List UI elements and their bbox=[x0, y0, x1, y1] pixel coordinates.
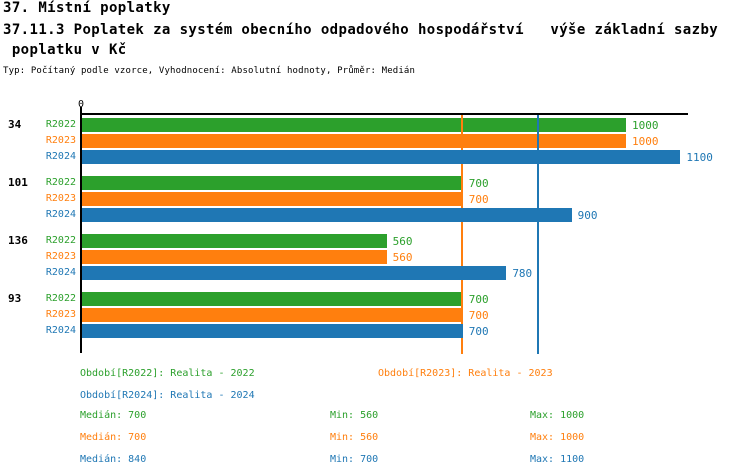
page-title-line2: 37.11.3 Poplatek za systém obecního odpa… bbox=[3, 22, 719, 38]
category-label-34: 34 bbox=[8, 118, 22, 131]
bar-r2023-group-136 bbox=[82, 250, 387, 264]
category-label-93: 93 bbox=[8, 292, 22, 305]
series-label-r2023: R2023 bbox=[45, 135, 76, 146]
bar-r2022-group-34 bbox=[82, 118, 626, 132]
series-label-r2022: R2022 bbox=[45, 235, 76, 246]
page-title-line1: 37. Místní poplatky bbox=[3, 0, 171, 16]
bar-r2023-group-101 bbox=[82, 192, 463, 206]
bar-r2024-group-93 bbox=[82, 324, 463, 338]
median-line-blue bbox=[537, 114, 539, 354]
bar-r2024-group-136 bbox=[82, 266, 507, 280]
category-label-101: 101 bbox=[8, 176, 28, 189]
page-title-line3: poplatku v Kč bbox=[3, 42, 127, 58]
series-label-r2024: R2024 bbox=[45, 209, 76, 220]
bar-value-label: 1000 bbox=[632, 119, 659, 132]
series-label-r2023: R2023 bbox=[45, 193, 76, 204]
median-line-orange bbox=[461, 114, 463, 354]
bar-r2022-group-101 bbox=[82, 176, 463, 190]
bar-value-label: 700 bbox=[468, 293, 489, 306]
x-axis-top-line bbox=[80, 113, 688, 115]
legend-period-orange: Období[R2023]: Realita - 2023 bbox=[378, 368, 553, 379]
chart-subtitle: Typ: Počítaný podle vzorce, Vyhodnocení:… bbox=[3, 66, 416, 76]
bar-value-label: 780 bbox=[512, 267, 533, 280]
bar-r2024-group-34 bbox=[82, 150, 681, 164]
legend-stat-min-blue: Min: 700 bbox=[330, 454, 379, 465]
bar-value-label: 1100 bbox=[686, 151, 713, 164]
series-label-r2024: R2024 bbox=[45, 325, 76, 336]
series-label-r2022: R2022 bbox=[45, 293, 76, 304]
bar-r2023-group-34 bbox=[82, 134, 626, 148]
legend-stat-median-orange: Medián: 700 bbox=[80, 432, 147, 443]
y-axis-line bbox=[80, 107, 82, 353]
legend-stat-max-blue: Max: 1100 bbox=[530, 454, 585, 465]
legend-stat-median-blue: Medián: 840 bbox=[80, 454, 147, 465]
series-label-r2023: R2023 bbox=[45, 251, 76, 262]
bar-value-label: 1000 bbox=[632, 135, 659, 148]
legend-stat-median-green: Medián: 700 bbox=[80, 410, 147, 421]
bar-r2023-group-93 bbox=[82, 308, 463, 322]
bar-r2022-group-93 bbox=[82, 292, 463, 306]
bar-r2024-group-101 bbox=[82, 208, 572, 222]
legend-period-green: Období[R2022]: Realita - 2022 bbox=[80, 368, 255, 379]
bar-value-label: 700 bbox=[468, 309, 489, 322]
legend-stat-max-orange: Max: 1000 bbox=[530, 432, 585, 443]
bar-value-label: 700 bbox=[468, 177, 489, 190]
series-label-r2022: R2022 bbox=[45, 119, 76, 130]
bar-value-label: 560 bbox=[392, 235, 413, 248]
legend-stat-min-orange: Min: 560 bbox=[330, 432, 379, 443]
x-axis-tick-label-zero: 0 bbox=[77, 99, 85, 110]
legend-stat-max-green: Max: 1000 bbox=[530, 410, 585, 421]
series-label-r2022: R2022 bbox=[45, 177, 76, 188]
category-label-136: 136 bbox=[8, 234, 28, 247]
bar-value-label: 700 bbox=[468, 325, 489, 338]
bar-value-label: 900 bbox=[577, 209, 598, 222]
bar-value-label: 700 bbox=[468, 193, 489, 206]
bar-r2022-group-136 bbox=[82, 234, 387, 248]
legend-period-blue: Období[R2024]: Realita - 2024 bbox=[80, 390, 255, 401]
bar-value-label: 560 bbox=[392, 251, 413, 264]
series-label-r2024: R2024 bbox=[45, 151, 76, 162]
series-label-r2024: R2024 bbox=[45, 267, 76, 278]
legend-stat-min-green: Min: 560 bbox=[330, 410, 379, 421]
series-label-r2023: R2023 bbox=[45, 309, 76, 320]
